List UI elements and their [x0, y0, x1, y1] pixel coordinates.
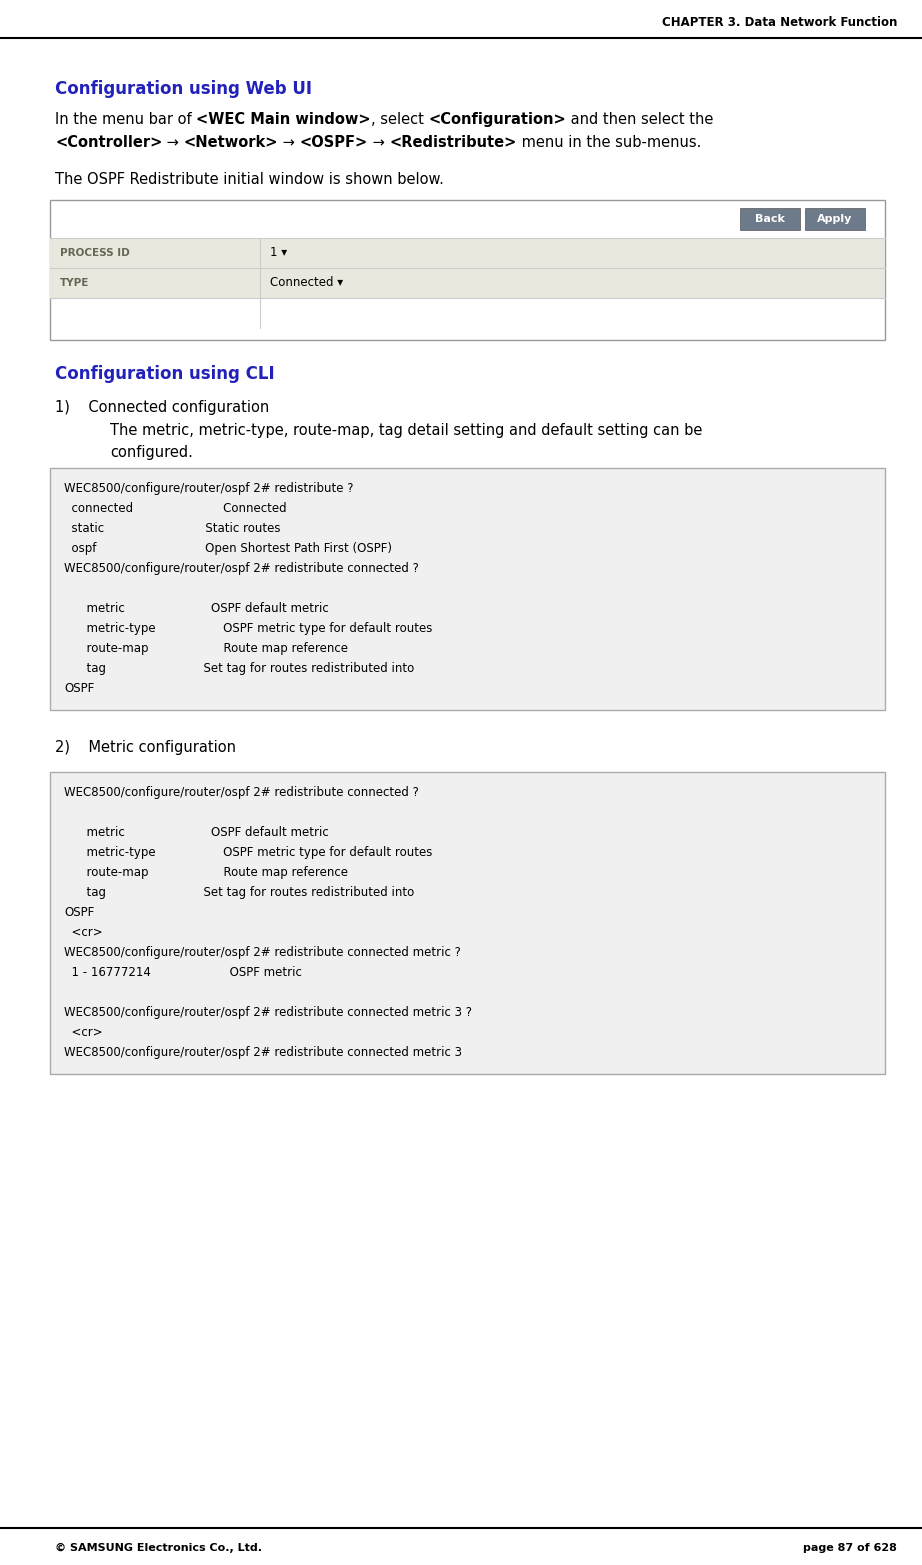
- Text: © SAMSUNG Electronics Co., Ltd.: © SAMSUNG Electronics Co., Ltd.: [55, 1543, 262, 1552]
- Text: Connected ▾: Connected ▾: [270, 277, 343, 290]
- Text: 2)    Metric configuration: 2) Metric configuration: [55, 740, 236, 754]
- Text: <Configuration>: <Configuration>: [429, 113, 566, 127]
- Text: →: →: [278, 135, 300, 150]
- Text: PROCESS ID: PROCESS ID: [60, 247, 130, 258]
- Text: 1 ▾: 1 ▾: [270, 247, 287, 260]
- Bar: [50, 468, 885, 711]
- Text: WEC8500/configure/router/ospf 2# redistribute connected ?: WEC8500/configure/router/ospf 2# redistr…: [64, 562, 419, 574]
- Text: The OSPF Redistribute initial window is shown below.: The OSPF Redistribute initial window is …: [55, 172, 443, 186]
- Text: ospf                             Open Shortest Path First (OSPF): ospf Open Shortest Path First (OSPF): [64, 541, 392, 556]
- Bar: [50, 238, 885, 268]
- Text: 1 - 16777214                     OSPF metric: 1 - 16777214 OSPF metric: [64, 966, 301, 980]
- Text: tag                          Set tag for routes redistributed into: tag Set tag for routes redistributed int…: [64, 886, 414, 898]
- Text: The metric, metric-type, route-map, tag detail setting and default setting can b: The metric, metric-type, route-map, tag …: [110, 423, 703, 438]
- Text: <Redistribute>: <Redistribute>: [390, 135, 517, 150]
- Text: and then select the: and then select the: [566, 113, 714, 127]
- Text: In the menu bar of: In the menu bar of: [55, 113, 196, 127]
- Text: route-map                    Route map reference: route-map Route map reference: [64, 642, 348, 656]
- Bar: [740, 208, 800, 230]
- Text: tag                          Set tag for routes redistributed into: tag Set tag for routes redistributed int…: [64, 662, 414, 675]
- Text: <WEC Main window>: <WEC Main window>: [196, 113, 371, 127]
- Text: WEC8500/configure/router/ospf 2# redistribute connected metric 3: WEC8500/configure/router/ospf 2# redistr…: [64, 1045, 462, 1060]
- Text: route-map                    Route map reference: route-map Route map reference: [64, 865, 348, 880]
- Text: , select: , select: [371, 113, 429, 127]
- Text: WEC8500/configure/router/ospf 2# redistribute connected metric ?: WEC8500/configure/router/ospf 2# redistr…: [64, 945, 461, 959]
- Bar: [50, 200, 885, 340]
- Bar: [805, 208, 865, 230]
- Text: metric-type                  OSPF metric type for default routes: metric-type OSPF metric type for default…: [64, 621, 432, 635]
- Text: CHAPTER 3. Data Network Function: CHAPTER 3. Data Network Function: [662, 16, 897, 28]
- Text: Back: Back: [755, 214, 785, 224]
- Text: Configuration using CLI: Configuration using CLI: [55, 365, 275, 383]
- Text: →: →: [368, 135, 390, 150]
- Text: <cr>: <cr>: [64, 926, 102, 939]
- Text: WEC8500/configure/router/ospf 2# redistribute ?: WEC8500/configure/router/ospf 2# redistr…: [64, 482, 353, 495]
- Text: <Controller>: <Controller>: [55, 135, 162, 150]
- Text: <OSPF>: <OSPF>: [300, 135, 368, 150]
- Text: menu in the sub-menus.: menu in the sub-menus.: [517, 135, 702, 150]
- Bar: [50, 268, 885, 297]
- Text: static                           Static routes: static Static routes: [64, 523, 280, 535]
- Text: OSPF: OSPF: [64, 682, 94, 695]
- Text: metric-type                  OSPF metric type for default routes: metric-type OSPF metric type for default…: [64, 847, 432, 859]
- Text: 1)    Connected configuration: 1) Connected configuration: [55, 401, 269, 415]
- Text: metric                       OSPF default metric: metric OSPF default metric: [64, 826, 329, 839]
- Text: connected                        Connected: connected Connected: [64, 502, 287, 515]
- Bar: [50, 772, 885, 1074]
- Text: page 87 of 628: page 87 of 628: [803, 1543, 897, 1552]
- Text: →: →: [162, 135, 183, 150]
- Text: Configuration using Web UI: Configuration using Web UI: [55, 80, 312, 99]
- Text: metric                       OSPF default metric: metric OSPF default metric: [64, 603, 329, 615]
- Text: <Network>: <Network>: [183, 135, 278, 150]
- Text: TYPE: TYPE: [60, 279, 89, 288]
- Text: Apply: Apply: [817, 214, 853, 224]
- Text: WEC8500/configure/router/ospf 2# redistribute connected metric 3 ?: WEC8500/configure/router/ospf 2# redistr…: [64, 1006, 472, 1019]
- Text: <cr>: <cr>: [64, 1027, 102, 1039]
- Text: WEC8500/configure/router/ospf 2# redistribute connected ?: WEC8500/configure/router/ospf 2# redistr…: [64, 786, 419, 800]
- Text: configured.: configured.: [110, 444, 193, 460]
- Text: OSPF: OSPF: [64, 906, 94, 919]
